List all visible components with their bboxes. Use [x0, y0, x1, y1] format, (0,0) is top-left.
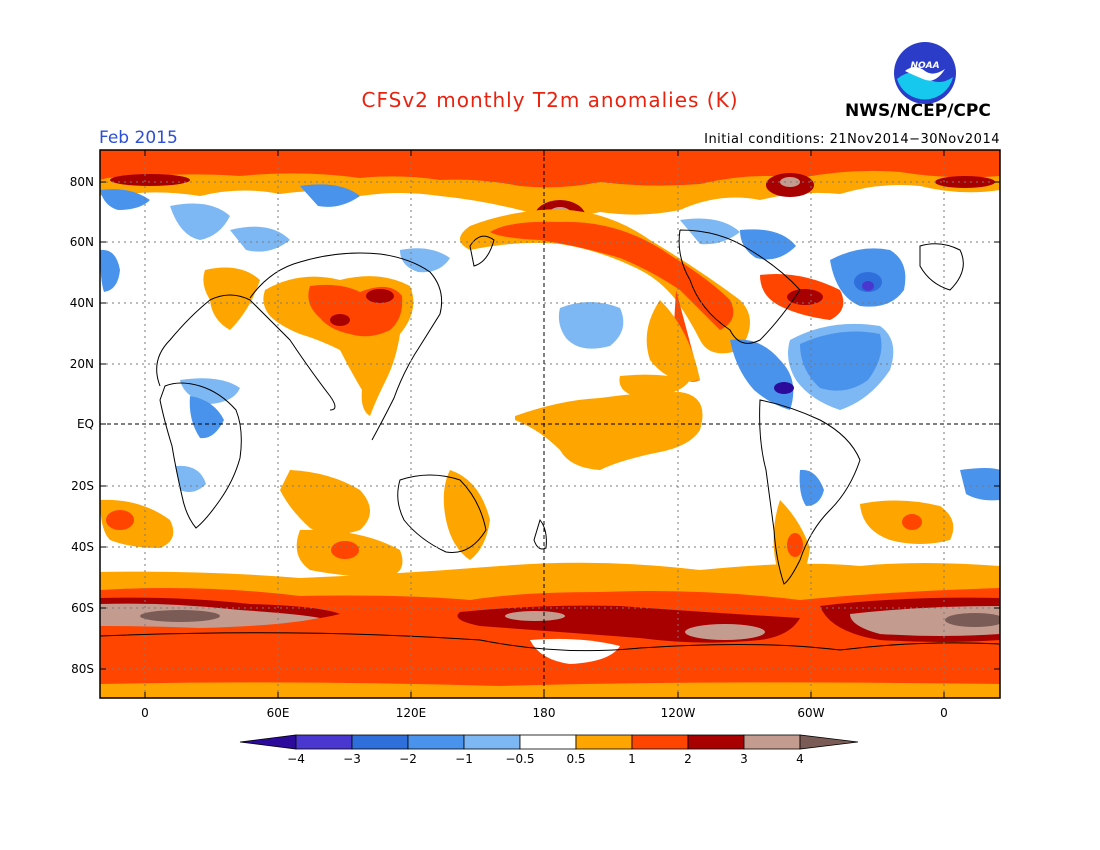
colorbar-segment [519, 734, 577, 750]
longitude-label: 60E [267, 706, 290, 720]
colorbar-segment [631, 734, 689, 750]
latitude-label: 40S [71, 540, 94, 554]
grid-lines [100, 150, 1000, 698]
organization-label: NWS/NCEP/CPC [845, 101, 991, 121]
latitude-label: 20N [70, 357, 94, 371]
colorbar-label: −2 [399, 752, 417, 766]
map-ticks [100, 150, 1000, 698]
latitude-label: 60S [71, 601, 94, 615]
colorbar-segment [743, 734, 801, 750]
longitude-label: 120W [661, 706, 696, 720]
coastlines [100, 229, 1000, 652]
latitude-label: 80S [71, 662, 94, 676]
chart-title: CFSv2 monthly T2m anomalies (K) [361, 88, 739, 112]
longitude-label: 0 [141, 706, 149, 720]
noaa-logo-icon: NOAA [894, 42, 956, 104]
colorbar-label: 0.5 [566, 752, 585, 766]
latitude-label: 80N [70, 175, 94, 189]
latitude-label: 60N [70, 235, 94, 249]
colorbar-label: −1 [455, 752, 473, 766]
latitude-labels: 80N 60N 40N 20N EQ 20S 40S 60S 80S [70, 175, 94, 676]
longitude-label: 60W [797, 706, 824, 720]
colorbar-label: 3 [740, 752, 748, 766]
colorbar-left-arrow [239, 734, 297, 750]
latitude-label: 20S [71, 479, 94, 493]
colorbar-segment [687, 734, 745, 750]
latitude-label: 40N [70, 296, 94, 310]
longitude-labels: 0 60E 120E 180 120W 60W 0 [141, 706, 948, 720]
longitude-label: 120E [396, 706, 427, 720]
colorbar-label: −4 [287, 752, 305, 766]
colorbar-label: −3 [343, 752, 361, 766]
colorbar-segment [295, 734, 353, 750]
colorbar-label: 2 [684, 752, 692, 766]
initial-conditions-label: Initial conditions: 21Nov2014−30Nov2014 [704, 132, 1000, 147]
colorbar-label: 1 [628, 752, 636, 766]
svg-text:NOAA: NOAA [910, 61, 939, 71]
colorbar-labels: −4 −3 −2 −1 −0.5 0.5 1 2 3 4 [287, 752, 804, 766]
colorbar-right-arrow [799, 734, 859, 750]
longitude-label: 0 [940, 706, 948, 720]
colorbar [239, 734, 859, 750]
colorbar-label: 4 [796, 752, 804, 766]
colorbar-segment [351, 734, 409, 750]
colorbar-segment [463, 734, 521, 750]
valid-month-label: Feb 2015 [99, 128, 178, 148]
colorbar-label: −0.5 [505, 752, 534, 766]
colorbar-segment [575, 734, 633, 750]
latitude-label: EQ [77, 417, 94, 431]
longitude-label: 180 [533, 706, 556, 720]
colorbar-segment [407, 734, 465, 750]
